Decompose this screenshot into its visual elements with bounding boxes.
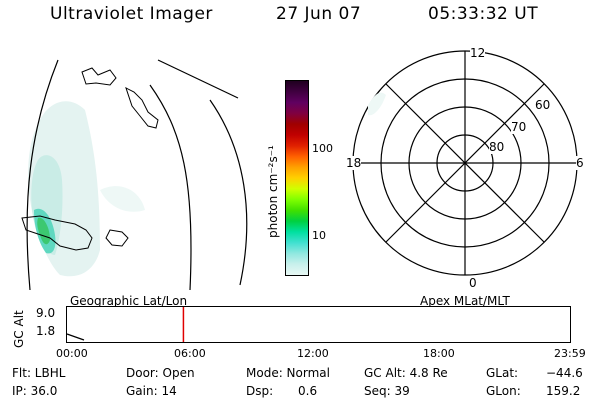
timeline-xtick-1200: 12:00 — [297, 347, 329, 360]
graticule-line — [209, 99, 248, 286]
info-gain: Gain: 14 — [126, 384, 177, 398]
coastline — [125, 87, 159, 129]
graticule-line — [26, 59, 59, 290]
time-label: 05:33:32 UT — [428, 4, 539, 24]
graticule-line — [157, 59, 239, 99]
info-dsp-value: 0.6 — [298, 384, 318, 398]
info-glat-label: GLat: — [486, 366, 519, 380]
info-gc-alt: GC Alt: 4.8 Re — [364, 366, 448, 380]
aurora-emission — [28, 101, 145, 277]
timeline-xtick-0600: 06:00 — [174, 347, 206, 360]
geographic-title: Geographic Lat/Lon — [70, 294, 188, 308]
mlt-label-left: 18 — [346, 156, 362, 170]
timeline-xtick-1800: 18:00 — [423, 347, 455, 360]
info-ip: IP: 36.0 — [12, 384, 58, 398]
geographic-map — [21, 59, 248, 290]
mlt-label-bottom: 0 — [469, 276, 477, 290]
timeline-xtick-2359: 23:59 — [554, 347, 586, 360]
info-door: Door: Open — [126, 366, 195, 380]
timeline-frame — [66, 306, 571, 343]
polar-plot — [352, 50, 578, 276]
colorbar — [285, 80, 309, 276]
timeline-plot — [66, 306, 571, 343]
timeline-ytick-1_8: 1.8 — [36, 324, 56, 338]
colorbar-gradient — [286, 81, 308, 275]
apex-title: Apex MLat/MLT — [420, 294, 510, 308]
colorbar-unit-label: photon cm⁻²s⁻¹ — [266, 145, 280, 238]
info-seq: Seq: 39 — [364, 384, 410, 398]
info-glon-label: GLon: — [486, 384, 521, 398]
timeline-ytick-9: 9.0 — [36, 306, 56, 320]
colorbar-tick-10: 10 — [312, 229, 326, 242]
app-title: Ultraviolet Imager — [50, 4, 213, 24]
coastline — [21, 215, 93, 251]
polar-diagonal — [385, 83, 545, 243]
date-label: 27 Jun 07 — [276, 4, 362, 24]
info-glon-value: 159.2 — [546, 384, 581, 398]
lat-label-80: 80 — [489, 140, 505, 154]
coastline — [81, 67, 117, 86]
orbit-altitude-curve — [66, 333, 85, 341]
timeline-ylabel: GC Alt — [12, 310, 26, 348]
info-glat-value: −44.6 — [546, 366, 583, 380]
colorbar-tick-100: 100 — [312, 142, 333, 155]
mlt-label-top: 12 — [470, 46, 486, 60]
graticule-line — [149, 84, 192, 290]
coastline — [105, 229, 129, 247]
lat-label-60: 60 — [535, 98, 551, 112]
lat-label-70: 70 — [511, 120, 527, 134]
mlt-label-right: 6 — [576, 156, 584, 170]
info-mode: Mode: Normal — [246, 366, 330, 380]
info-dsp-label: Dsp: — [246, 384, 274, 398]
aurora-emission — [368, 92, 386, 116]
timeline-xtick-0000: 00:00 — [56, 347, 88, 360]
info-filter: Flt: LBHL — [12, 366, 66, 380]
